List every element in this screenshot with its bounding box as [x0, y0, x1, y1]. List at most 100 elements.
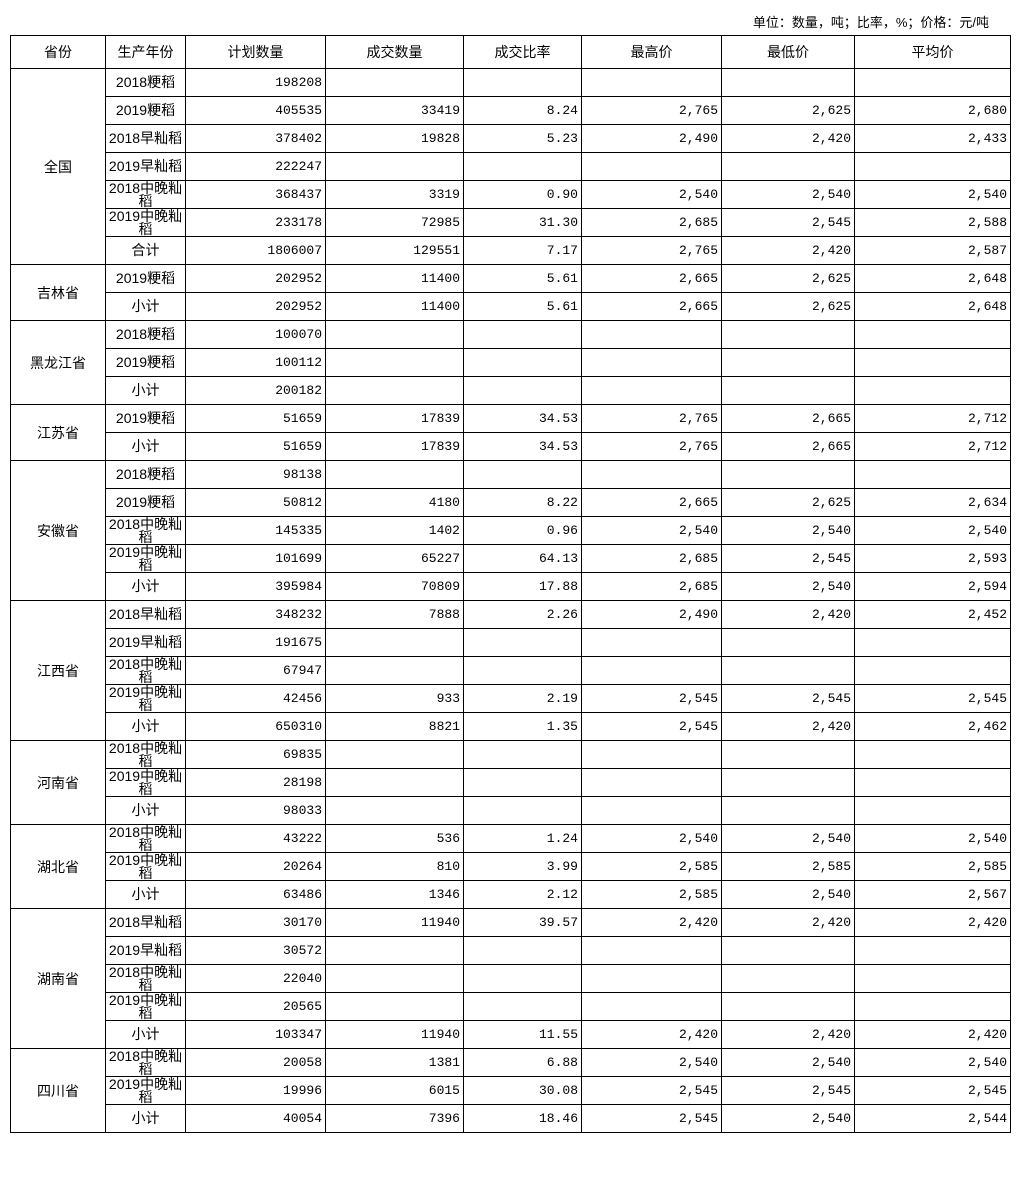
year-cell: 2018中晚籼稻	[105, 656, 186, 685]
deal-qty-cell: 1346	[325, 880, 464, 909]
avg-price-cell: 2,648	[854, 292, 1011, 321]
table-row: 2018早籼稻 378402 19828 5.23 2,490 2,420 2,433	[11, 124, 1011, 153]
low-price-cell: 2,625	[721, 264, 855, 293]
table-row: 2018中晚籼稻 67947	[11, 656, 1011, 685]
deal-qty-cell: 11400	[325, 264, 464, 293]
avg-price-cell: 2,420	[854, 1020, 1011, 1049]
table-row: 江苏省 2019粳稻 51659 17839 34.53 2,765 2,665 2,712	[10, 404, 1011, 461]
plan-qty-cell: 103347	[185, 1020, 326, 1049]
table-row: 2019中晚籼稻 101699 65227 64.13 2,685 2,545 2,593	[11, 544, 1011, 573]
year-cell: 2019中晚籼稻	[105, 1076, 186, 1105]
plan-qty-cell: 368437	[185, 180, 326, 209]
table-row: 2019早籼稻 30572	[11, 936, 1011, 965]
deal-qty-cell	[325, 768, 464, 797]
high-price-cell: 2,545	[581, 684, 722, 713]
plan-qty-cell: 233178	[185, 208, 326, 237]
header-plan-qty: 计划数量	[185, 35, 326, 69]
low-price-cell: 2,625	[721, 488, 855, 517]
table-row: 江西省 2018早籼稻 348232 7888 2.26 2,490 2,420 2,452	[10, 600, 1011, 741]
deal-qty-cell	[325, 740, 464, 769]
year-cell: 2019中晚籼稻	[105, 768, 186, 797]
deal-ratio-cell: 5.61	[463, 264, 582, 293]
table-row: 黑龙江省 2018粳稻 100070	[10, 320, 1011, 405]
year-cell: 2018早籼稻	[105, 908, 186, 937]
plan-qty-cell: 30572	[185, 936, 326, 965]
table-row: 2019粳稻 405535 33419 8.24 2,765 2,625 2,680	[11, 96, 1011, 125]
province-cell: 湖南省	[10, 908, 106, 1049]
header-avg-price: 平均价	[854, 35, 1011, 69]
deal-qty-cell: 536	[325, 824, 464, 853]
year-cell: 2018粳稻	[105, 68, 186, 97]
avg-price-cell	[854, 964, 1011, 993]
plan-qty-cell: 100112	[185, 348, 326, 377]
deal-ratio-cell: 2.26	[463, 600, 582, 629]
year-cell: 2019早籼稻	[105, 152, 186, 181]
header-high-price: 最高价	[581, 35, 722, 69]
deal-qty-cell	[325, 348, 464, 377]
avg-price-cell	[854, 740, 1011, 769]
avg-price-cell	[854, 68, 1011, 97]
low-price-cell	[721, 460, 855, 489]
header-row: 省份 生产年份 计划数量 成交数量 成交比率 最高价 最低价 平均价	[10, 35, 1011, 69]
high-price-cell	[581, 152, 722, 181]
deal-qty-cell: 7396	[325, 1104, 464, 1133]
low-price-cell: 2,540	[721, 180, 855, 209]
year-cell: 2018早籼稻	[105, 600, 186, 629]
high-price-cell	[581, 936, 722, 965]
province-cell: 四川省	[10, 1048, 106, 1133]
avg-price-cell	[854, 376, 1011, 405]
deal-qty-cell: 129551	[325, 236, 464, 265]
deal-ratio-cell: 1.24	[463, 824, 582, 853]
year-cell: 2018粳稻	[105, 460, 186, 489]
table-row: 河南省 2018中晚籼稻 69835	[10, 740, 1011, 825]
low-price-cell: 2,540	[721, 1104, 855, 1133]
province-cell: 江西省	[10, 600, 106, 741]
deal-qty-cell: 3319	[325, 180, 464, 209]
plan-qty-cell: 50812	[185, 488, 326, 517]
high-price-cell: 2,490	[581, 124, 722, 153]
avg-price-cell	[854, 768, 1011, 797]
deal-ratio-cell: 3.99	[463, 852, 582, 881]
deal-ratio-cell	[463, 628, 582, 657]
plan-qty-cell: 28198	[185, 768, 326, 797]
deal-qty-cell: 11940	[325, 1020, 464, 1049]
plan-qty-cell: 22040	[185, 964, 326, 993]
year-cell: 小计	[105, 432, 186, 461]
deal-ratio-cell: 8.24	[463, 96, 582, 125]
low-price-cell: 2,420	[721, 712, 855, 741]
deal-qty-cell	[325, 320, 464, 349]
deal-qty-cell	[325, 152, 464, 181]
table-row: 小计 395984 70809 17.88 2,685 2,540 2,594	[11, 572, 1011, 601]
deal-qty-cell: 17839	[325, 404, 464, 433]
plan-qty-cell: 1806007	[185, 236, 326, 265]
deal-qty-cell: 6015	[325, 1076, 464, 1105]
low-price-cell: 2,625	[721, 96, 855, 125]
table-row: 2019中晚籼稻 233178 72985 31.30 2,685 2,545 2,588	[11, 208, 1011, 237]
header-low-price: 最低价	[721, 35, 855, 69]
high-price-cell	[581, 376, 722, 405]
plan-qty-cell: 650310	[185, 712, 326, 741]
low-price-cell: 2,420	[721, 600, 855, 629]
header-year: 生产年份	[105, 35, 186, 69]
low-price-cell: 2,585	[721, 852, 855, 881]
table-row: 2019中晚籼稻 20565	[11, 992, 1011, 1021]
high-price-cell: 2,765	[581, 404, 722, 433]
low-price-cell	[721, 628, 855, 657]
deal-qty-cell	[325, 656, 464, 685]
deal-ratio-cell	[463, 768, 582, 797]
avg-price-cell: 2,452	[854, 600, 1011, 629]
deal-ratio-cell: 5.61	[463, 292, 582, 321]
year-cell: 2018中晚籼稻	[105, 180, 186, 209]
low-price-cell: 2,540	[721, 880, 855, 909]
table-row: 小计 51659 17839 34.53 2,765 2,665 2,712	[11, 432, 1011, 461]
avg-price-cell	[854, 152, 1011, 181]
year-cell: 小计	[105, 572, 186, 601]
deal-qty-cell: 810	[325, 852, 464, 881]
year-cell: 2019中晚籼稻	[105, 992, 186, 1021]
table-row: 小计 40054 7396 18.46 2,545 2,540 2,544	[11, 1104, 1011, 1133]
deal-ratio-cell: 39.57	[463, 908, 582, 937]
year-cell: 2019中晚籼稻	[105, 208, 186, 237]
plan-qty-cell: 19996	[185, 1076, 326, 1105]
high-price-cell: 2,665	[581, 264, 722, 293]
plan-qty-cell: 101699	[185, 544, 326, 573]
